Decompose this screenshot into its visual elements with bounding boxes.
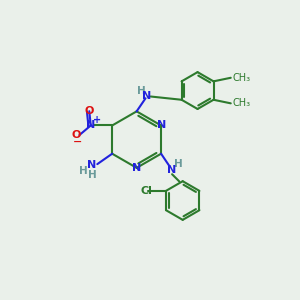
Text: Cl: Cl (140, 186, 152, 196)
Text: H: H (174, 159, 182, 169)
Text: H: H (137, 85, 146, 96)
Text: N: N (167, 165, 176, 175)
Text: N: N (142, 91, 152, 101)
Text: N: N (86, 121, 95, 130)
Text: N: N (87, 160, 97, 170)
Text: CH₃: CH₃ (232, 98, 250, 108)
Text: N: N (132, 163, 141, 173)
Text: CH₃: CH₃ (232, 73, 250, 83)
Text: N: N (157, 121, 166, 130)
Text: H: H (79, 166, 88, 176)
Text: O: O (72, 130, 81, 140)
Text: O: O (85, 106, 94, 116)
Text: +: + (93, 115, 101, 125)
Text: H: H (88, 170, 97, 180)
Text: −: − (73, 136, 83, 146)
